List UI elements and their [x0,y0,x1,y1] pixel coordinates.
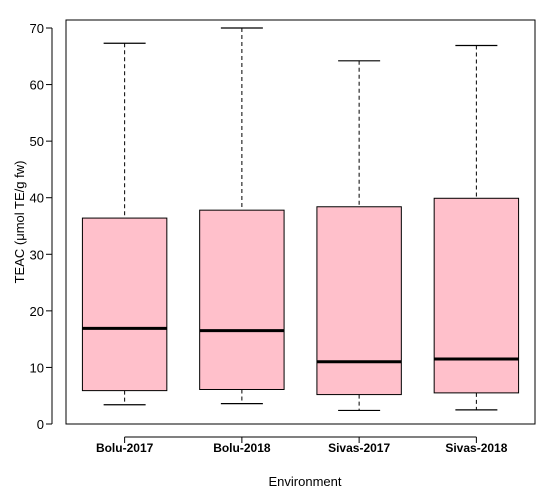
x-tick-label: Bolu-2018 [213,441,271,455]
x-tick-label: Sivas-2018 [445,441,507,455]
iqr-box [81,217,168,392]
y-tick-label: 20 [30,304,44,319]
iqr-box [199,209,285,390]
boxes [81,27,520,412]
y-tick-label: 70 [30,21,44,36]
y-tick-label: 60 [30,78,44,93]
y-tick-label: 40 [30,191,44,206]
box-sivas-2018 [433,44,520,411]
y-axis-title: TEAC (μmol TE/g fw) [12,161,27,284]
box-sivas-2017 [316,60,402,412]
plot-frame [65,19,536,425]
x-axis-title: Environment [269,474,342,489]
y-tick-label: 50 [30,134,44,149]
y-tick-label: 30 [30,247,44,262]
y-axis: 0 10 20 30 40 50 60 70 [30,21,53,432]
box-bolu-2017 [81,42,168,406]
x-tick-label: Bolu-2017 [96,441,154,455]
iqr-box [433,197,520,394]
x-axis: Bolu-2017 Bolu-2018 Sivas-2017 Sivas-2018 [96,436,508,455]
y-tick-label: 10 [30,360,44,375]
iqr-box [316,206,402,396]
x-tick-label: Sivas-2017 [328,441,390,455]
box-bolu-2018 [199,27,285,405]
y-tick-label: 0 [37,417,44,432]
